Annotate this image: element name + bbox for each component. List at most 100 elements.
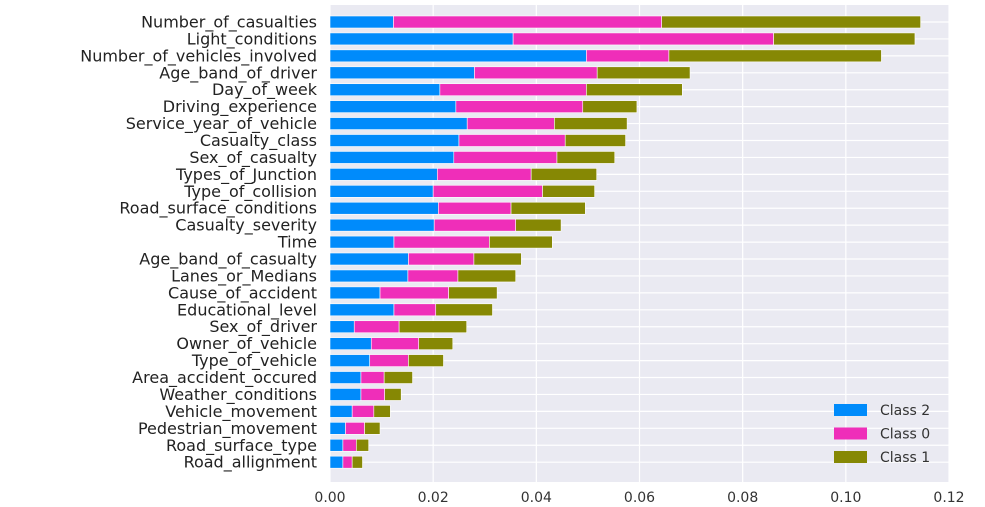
bar-segment <box>373 405 391 418</box>
bar-segment <box>329 218 435 232</box>
y-category-label: Road_allignment <box>184 453 317 473</box>
legend-label: Class 0 <box>880 427 930 443</box>
bar-segment <box>586 83 683 97</box>
bar-segment <box>436 168 532 181</box>
bar-segment <box>393 235 490 249</box>
bar-segment <box>596 66 691 80</box>
legend-label: Class 2 <box>880 403 930 419</box>
bar-segment <box>329 371 362 384</box>
x-tick-label: 0.00 <box>314 490 345 506</box>
bar-segment <box>329 438 344 452</box>
bar-segment <box>383 371 413 384</box>
y-category-label: Number_of_vehicles_involved <box>80 46 317 66</box>
legend-swatch <box>834 451 867 463</box>
y-category-label: Owner_of_vehicle <box>176 334 317 354</box>
bar-segment <box>773 32 916 46</box>
bar-segment <box>564 134 626 147</box>
y-category-label: Time <box>277 233 317 252</box>
bar-segment <box>329 269 409 283</box>
bar-segment <box>369 354 409 367</box>
bar-segment <box>356 438 369 452</box>
bar-segment <box>384 388 402 401</box>
bar-segment <box>329 320 355 334</box>
bar-segment <box>329 185 434 198</box>
bar-segment <box>360 371 385 384</box>
y-category-label: Weather_conditions <box>159 385 317 405</box>
bar-segment <box>408 252 475 266</box>
bar-segment <box>474 66 598 80</box>
y-category-label: Road_surface_conditions <box>119 199 317 219</box>
bar-segment <box>329 235 395 249</box>
bar-segment <box>432 185 543 198</box>
x-tick-label: 0.04 <box>521 490 552 506</box>
y-category-label: Type_of_collision <box>183 182 317 202</box>
bar-segment <box>329 83 441 97</box>
y-category-label: Age_band_of_driver <box>159 63 317 83</box>
bar-segment <box>329 388 362 401</box>
bar-segment <box>393 303 437 317</box>
y-category-label: Light_conditions <box>187 29 317 49</box>
bar-segment <box>329 303 395 317</box>
bar-segment <box>329 455 344 469</box>
bar-segment <box>435 303 493 317</box>
bar-segment <box>453 151 558 164</box>
bar-segment <box>512 32 774 46</box>
y-category-label: Sex_of_driver <box>209 317 317 337</box>
bar-segment <box>515 218 562 232</box>
bar-segment <box>556 151 616 164</box>
x-tick-label: 0.10 <box>830 490 861 506</box>
bar-segment <box>457 269 517 283</box>
bar-segment <box>351 455 363 469</box>
bar-segment <box>329 117 468 130</box>
bar-segment <box>433 218 516 232</box>
legend-swatch <box>834 404 867 416</box>
bar-segment <box>398 320 467 334</box>
bar-segment <box>342 438 357 452</box>
y-category-label: Number_of_casualties <box>141 13 317 33</box>
y-axis-labels: Number_of_casualtiesLight_conditionsNumb… <box>80 13 318 473</box>
bar-segment <box>329 151 455 164</box>
bar-segment <box>473 252 522 266</box>
bar-segment <box>586 49 670 63</box>
bar-segment <box>510 201 586 215</box>
bar-segment <box>345 422 365 435</box>
y-category-label: Pedestrian_movement <box>138 419 317 439</box>
bar-segment <box>466 117 555 130</box>
bar-segment <box>329 252 409 266</box>
y-category-label: Sex_of_casualty <box>189 148 317 168</box>
x-tick-label: 0.02 <box>418 490 449 506</box>
y-category-label: Road_surface_type <box>166 436 317 456</box>
bar-segment <box>554 117 628 130</box>
y-category-label: Cause_of_accident <box>168 283 317 303</box>
bar-segment <box>342 455 353 469</box>
bar-segment <box>329 201 439 215</box>
y-category-label: Casualty_class <box>200 131 317 151</box>
legend: Class 2 Class 0 Class 1 <box>834 403 930 466</box>
bar-segment <box>455 100 584 113</box>
bar-segment <box>489 235 553 249</box>
y-category-label: Day_of_week <box>212 80 318 100</box>
bar-segment <box>448 286 498 300</box>
y-category-label: Area_accident_occured <box>132 368 317 388</box>
bar-segment <box>408 354 444 367</box>
x-tick-label: 0.08 <box>727 490 758 506</box>
bar-segment <box>329 337 372 350</box>
bar-segment <box>370 337 420 350</box>
bar-segment <box>329 405 353 418</box>
x-tick-label: 0.12 <box>933 490 964 506</box>
bar-segment <box>329 49 587 63</box>
bar-segment <box>530 168 597 181</box>
bar-segment <box>329 66 475 80</box>
bar-segment <box>329 354 371 367</box>
bar-segment <box>329 100 457 113</box>
y-category-label: Service_year_of_vehicle <box>126 114 317 134</box>
bar-segment <box>329 134 460 147</box>
bar-segment <box>439 83 587 97</box>
bar-segment <box>351 405 375 418</box>
bar-segment <box>379 286 449 300</box>
y-category-label: Educational_level <box>177 300 317 320</box>
bar-segment <box>458 134 566 147</box>
y-category-label: Types_of_Junction <box>175 165 317 185</box>
bar-segment <box>329 32 514 46</box>
